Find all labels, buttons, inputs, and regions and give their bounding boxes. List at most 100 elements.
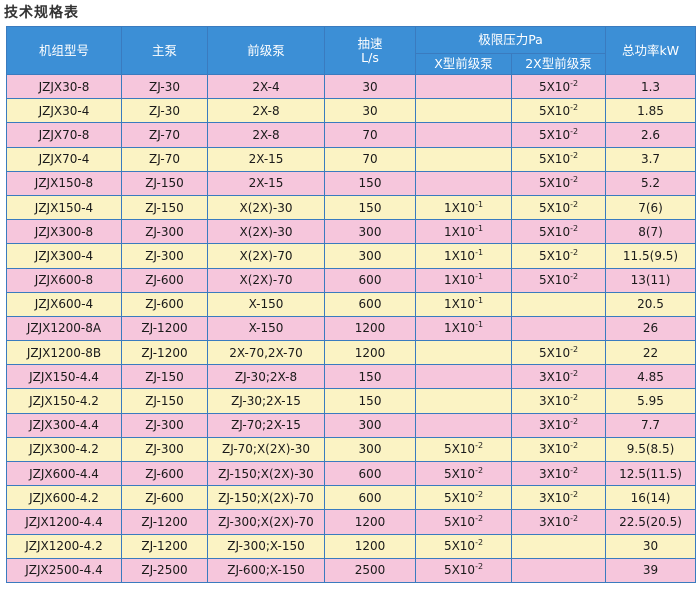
cell-pressure-x: 1X10-1 — [415, 243, 512, 269]
table-row: JZJX2500-4.4 ZJ-2500 ZJ-600;X-150 2500 5X10-… — [6, 557, 697, 583]
header-main-pump: 主泵 — [121, 26, 208, 75]
pressure-2x-base: 5X10 — [538, 176, 571, 191]
pressure-2x-exponent: -2 — [570, 489, 579, 499]
cell-speed: 600 — [324, 291, 416, 317]
cell-backing-pump: X(2X)-70 — [207, 267, 325, 293]
cell-backing-pump: 2X-15 — [207, 146, 325, 172]
pressure-2x-exponent: -2 — [570, 513, 579, 523]
cell-pressure-2x — [510, 315, 607, 342]
pressure-2x-exponent: -2 — [570, 223, 579, 233]
cell-main-pump: ZJ-30 — [121, 73, 208, 100]
cell-pressure-2x: 5X10-2 — [510, 243, 607, 269]
pressure-2x-base: 3X10 — [538, 418, 571, 433]
cell-pressure-x: 1X10-1 — [415, 219, 512, 245]
table-body: JZJX30-8 ZJ-30 2X-4 30 5X10-2 1.3 JZJX30-4 ZJ-3… — [6, 73, 697, 583]
pressure-2x-base: 3X10 — [538, 466, 571, 481]
pressure-2x-base: 5X10 — [538, 273, 571, 288]
pressure-2x-base: 5X10 — [538, 127, 571, 142]
cell-backing-pump: ZJ-300;X-150 — [207, 533, 325, 559]
table-header: 机组型号 主泵 前级泵 抽速 L/s 极限压力Pa 总功率kW X型前级泵 2X… — [6, 26, 697, 75]
cell-main-pump: ZJ-2500 — [121, 557, 208, 583]
cell-total-power: 1.85 — [605, 98, 697, 124]
cell-speed: 1200 — [324, 509, 416, 535]
cell-model: JZJX70-8 — [6, 122, 122, 148]
cell-model: JZJX600-8 — [6, 267, 122, 293]
table-row: JZJX150-4.2 ZJ-150 ZJ-30;2X-15 150 3X10-2 5.9… — [6, 388, 697, 414]
cell-backing-pump: ZJ-300;X(2X)-70 — [207, 509, 325, 535]
cell-total-power: 7.7 — [605, 412, 697, 438]
cell-backing-pump: X(2X)-30 — [207, 219, 325, 245]
cell-model: JZJX300-8 — [6, 219, 122, 245]
cell-total-power: 5.95 — [605, 388, 697, 414]
cell-pressure-x — [415, 98, 512, 124]
cell-backing-pump: 2X-15 — [207, 170, 325, 196]
pressure-x-base: 1X10 — [443, 273, 476, 288]
table-row: JZJX600-4.4 ZJ-600 ZJ-150;X(2X)-30 600 5X10-… — [6, 460, 697, 487]
cell-backing-pump: ZJ-30;2X-8 — [207, 364, 325, 390]
cell-pressure-x: 5X10-2 — [415, 509, 512, 535]
cell-pressure-2x: 5X10-2 — [510, 122, 607, 148]
cell-speed: 150 — [324, 194, 416, 221]
cell-pressure-2x: 3X10-2 — [510, 364, 607, 390]
cell-main-pump: ZJ-600 — [121, 460, 208, 487]
pressure-2x-exponent: -2 — [570, 151, 579, 161]
cell-main-pump: ZJ-300 — [121, 436, 208, 463]
pressure-x-exponent: -1 — [475, 247, 484, 257]
pressure-x-exponent: -1 — [475, 320, 484, 330]
pressure-2x-exponent: -2 — [570, 272, 579, 282]
cell-main-pump: ZJ-600 — [121, 267, 208, 293]
pressure-2x-base: 5X10 — [538, 200, 571, 215]
table-row: JZJX600-8 ZJ-600 X(2X)-70 600 1X10-1 5X10-2 13… — [6, 267, 697, 293]
table-row: JZJX600-4 ZJ-600 X-150 600 1X10-1 20.5 — [6, 291, 697, 317]
cell-speed: 2500 — [324, 557, 416, 583]
pressure-2x-exponent: -2 — [570, 344, 579, 354]
cell-pressure-2x: 5X10-2 — [510, 73, 607, 100]
cell-pressure-x — [415, 388, 512, 414]
header-total-power: 总功率kW — [605, 26, 697, 75]
pressure-x-exponent: -1 — [475, 272, 484, 282]
pressure-2x-exponent: -2 — [570, 465, 579, 475]
table-row: JZJX300-8 ZJ-300 X(2X)-30 300 1X10-1 5X10-2 8(… — [6, 219, 697, 245]
cell-total-power: 8(7) — [605, 219, 697, 245]
cell-pressure-x — [415, 412, 512, 438]
cell-total-power: 1.3 — [605, 73, 697, 100]
header-speed-label: 抽速 — [357, 35, 383, 51]
table-row: JZJX1200-8B ZJ-1200 2X-70,2X-70 1200 5X10-2 2… — [6, 340, 697, 366]
cell-total-power: 13(11) — [605, 267, 697, 293]
cell-main-pump: ZJ-150 — [121, 194, 208, 221]
cell-pressure-x — [415, 122, 512, 148]
cell-total-power: 3.7 — [605, 146, 697, 172]
cell-backing-pump: 2X-4 — [207, 73, 325, 100]
cell-speed: 600 — [324, 460, 416, 487]
cell-pressure-2x: 5X10-2 — [510, 98, 607, 124]
pressure-x-exponent: -2 — [475, 562, 484, 572]
cell-main-pump: ZJ-300 — [121, 243, 208, 269]
cell-pressure-x: 5X10-2 — [415, 557, 512, 583]
pressure-2x-exponent: -2 — [570, 393, 579, 403]
pressure-x-base: 5X10 — [443, 490, 476, 505]
cell-main-pump: ZJ-1200 — [121, 340, 208, 366]
pressure-2x-base: 5X10 — [538, 79, 571, 94]
cell-main-pump: ZJ-600 — [121, 485, 208, 511]
cell-pressure-2x: 3X10-2 — [510, 460, 607, 487]
pressure-2x-base: 5X10 — [538, 224, 571, 239]
cell-model: JZJX30-8 — [6, 73, 122, 100]
cell-speed: 300 — [324, 412, 416, 438]
pressure-2x-base: 3X10 — [538, 394, 571, 409]
cell-model: JZJX2500-4.4 — [6, 557, 122, 583]
cell-speed: 70 — [324, 122, 416, 148]
cell-speed: 30 — [324, 73, 416, 100]
pressure-x-base: 1X10 — [443, 248, 476, 263]
cell-total-power: 39 — [605, 557, 697, 583]
pressure-x-base: 1X10 — [443, 297, 476, 312]
cell-total-power: 26 — [605, 315, 697, 342]
pressure-2x-exponent: -2 — [570, 126, 579, 136]
table-row: JZJX1200-8A ZJ-1200 X-150 1200 1X10-1 26 — [6, 315, 697, 342]
cell-total-power: 22 — [605, 340, 697, 366]
pressure-x-base: 5X10 — [443, 539, 476, 554]
header-2x-backing: 2X型前级泵 — [510, 53, 607, 75]
cell-speed: 1200 — [324, 315, 416, 342]
cell-speed: 30 — [324, 98, 416, 124]
cell-total-power: 11.5(9.5) — [605, 243, 697, 269]
cell-pressure-x — [415, 146, 512, 172]
